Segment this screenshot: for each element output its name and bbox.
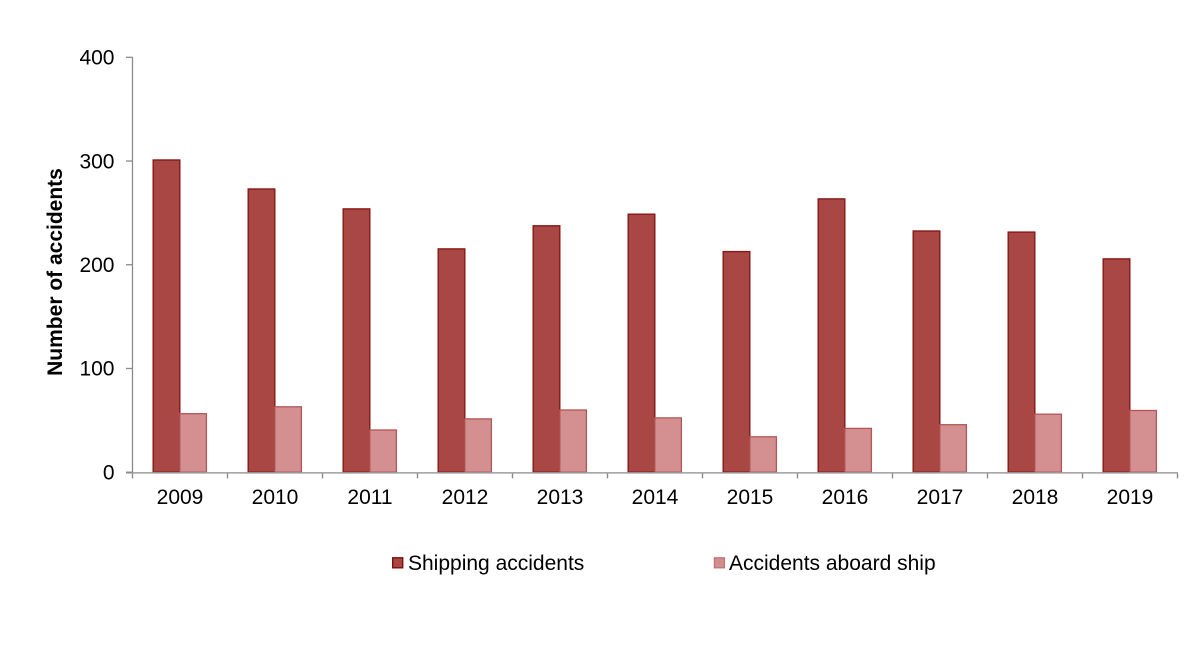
svg-text:2010: 2010	[252, 486, 299, 509]
svg-text:2013: 2013	[537, 486, 584, 509]
svg-text:2016: 2016	[822, 486, 869, 509]
svg-text:Shipping accidents: Shipping accidents	[408, 552, 584, 575]
svg-text:2011: 2011	[347, 486, 392, 509]
svg-text:200: 200	[79, 254, 114, 277]
svg-text:100: 100	[79, 358, 114, 381]
svg-text:2019: 2019	[1107, 486, 1154, 509]
svg-text:2018: 2018	[1012, 486, 1059, 509]
svg-text:2014: 2014	[632, 486, 679, 509]
svg-text:Accidents aboard ship: Accidents aboard ship	[729, 552, 936, 575]
svg-text:2015: 2015	[727, 486, 774, 509]
svg-text:0: 0	[103, 461, 115, 484]
svg-text:2009: 2009	[157, 486, 204, 509]
svg-text:2017: 2017	[917, 486, 964, 509]
svg-text:400: 400	[79, 47, 114, 70]
svg-text:Number of accidents: Number of accidents	[44, 168, 67, 376]
svg-text:2012: 2012	[442, 486, 489, 509]
svg-text:300: 300	[79, 150, 114, 173]
